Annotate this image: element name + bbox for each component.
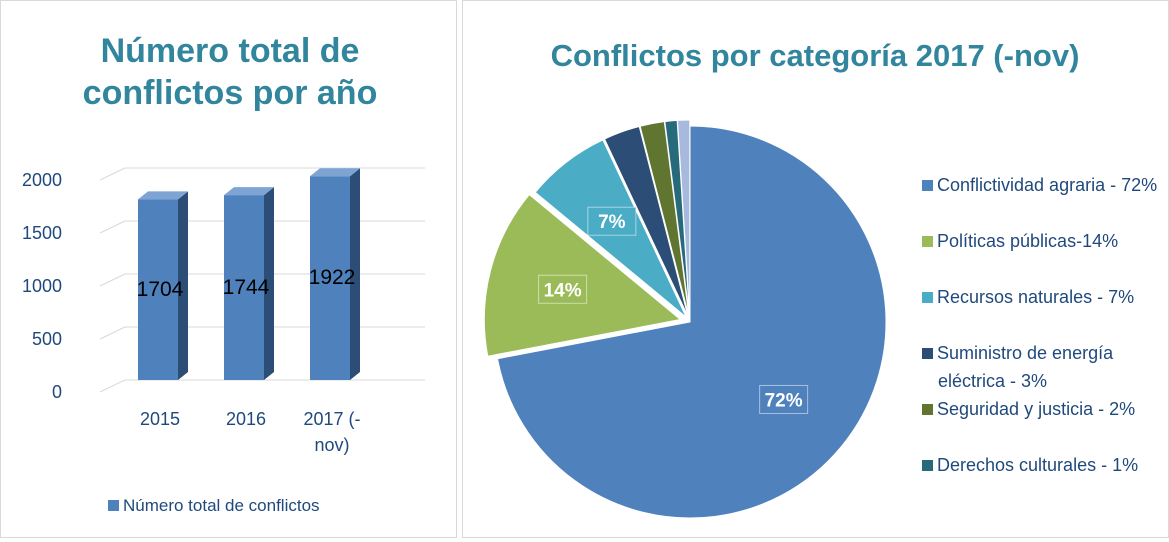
grid-line	[99, 379, 126, 393]
legend-text: Derechos culturales - 1%	[937, 455, 1139, 475]
legend-swatch	[922, 460, 933, 471]
legend-item: Número total de conflictos	[108, 496, 320, 516]
legend-text: Recursos naturales - 7%	[937, 287, 1135, 307]
y-tick-label: 1000	[21, 276, 62, 296]
pie-slice	[496, 125, 887, 519]
left-panel	[0, 0, 457, 538]
bar-top	[310, 168, 360, 177]
x-tick-label: 2017 (-nov)	[303, 409, 361, 455]
y-tick-label: 2000	[21, 170, 62, 190]
bar-title: Número total de conflictos por año	[82, 32, 378, 112]
bar-top	[224, 187, 274, 196]
legend-swatch	[108, 500, 119, 511]
legend-text: Suministro de energía eléctrica - 3%	[937, 343, 1114, 391]
legend-swatch	[922, 404, 933, 415]
bar-side	[350, 168, 360, 380]
legend-item: Derechos culturales - 1%	[922, 451, 1169, 479]
y-tick-label: 500	[31, 329, 62, 349]
legend-text: Seguridad y justicia - 2%	[937, 399, 1136, 419]
data-label-box	[538, 274, 588, 304]
pie-slice	[676, 119, 691, 317]
data-label-box	[587, 206, 637, 236]
legend-item: Conflictividad agraria - 72%	[922, 171, 1169, 199]
y-tick-label: 1500	[21, 223, 62, 243]
legend-swatch	[922, 180, 933, 191]
grid-line	[99, 326, 126, 340]
bar-side	[178, 191, 188, 380]
pie-slice	[603, 125, 689, 317]
legend-swatch	[922, 292, 933, 303]
data-label: 72%	[765, 390, 803, 411]
legend-item: Suministro de energía eléctrica - 3%	[922, 339, 1169, 395]
grid-line	[99, 220, 126, 234]
data-label: 1704	[136, 277, 184, 301]
legend-item: Seguridad y justicia - 2%	[922, 395, 1169, 423]
data-label: 1744	[222, 275, 270, 299]
bar	[310, 176, 350, 380]
data-label: 1922	[308, 266, 356, 290]
bar	[224, 195, 264, 380]
legend-swatch	[922, 348, 933, 359]
bar	[138, 199, 178, 380]
legend-swatch	[922, 236, 933, 247]
pie-slice	[639, 121, 690, 317]
bar-side	[264, 187, 274, 380]
data-label: 7%	[598, 212, 626, 233]
bar-top	[138, 191, 188, 200]
y-tick-label: 0	[51, 382, 62, 402]
legend-item: Recursos naturales - 7%	[922, 283, 1169, 311]
legend-item: Políticas públicas-14%	[922, 227, 1169, 255]
pie-title: Conflictos por categoría 2017 (-nov)	[550, 38, 1080, 73]
x-tick-label: 2015	[139, 409, 181, 429]
x-tick-label: 2016	[225, 409, 267, 429]
grid-line	[99, 273, 126, 287]
legend-text: Conflictividad agraria - 72%	[937, 175, 1158, 195]
legend-text: Políticas públicas-14%	[937, 231, 1119, 251]
grid-line	[99, 167, 126, 181]
legend-text: Número total de conflictos	[123, 496, 320, 515]
data-label-box	[759, 384, 809, 414]
data-label: 14%	[544, 280, 582, 301]
